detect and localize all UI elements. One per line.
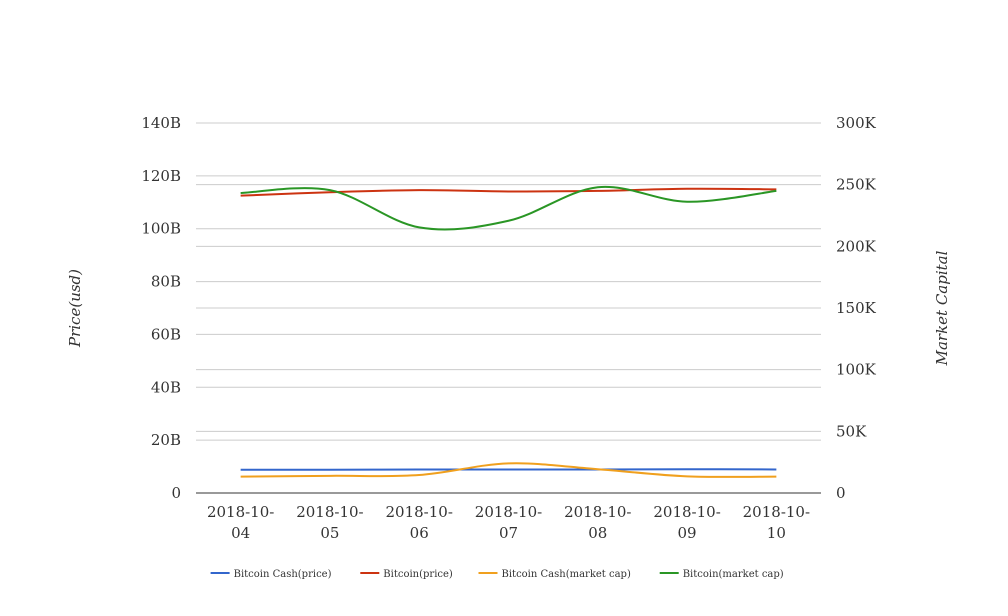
x-tick-label: 09 xyxy=(678,524,697,542)
left-tick-label: 100B xyxy=(141,220,181,238)
series-layer xyxy=(240,185,777,478)
x-tick-label: 07 xyxy=(499,524,518,542)
x-tick-label: 2018-10- xyxy=(475,503,542,521)
legend: Bitcoin Cash(price) Bitcoin(price) Bitcoin… xyxy=(210,569,784,580)
left-tick-label: 80B xyxy=(151,273,181,291)
left-axis-ticks: 0 20B 40B 60B 80B 100B 120B 140B xyxy=(141,114,181,502)
legend-label-bitcoin-market-cap: Bitcoin(market cap) xyxy=(683,569,784,580)
right-tick-label: 0 xyxy=(836,484,846,502)
x-tick-label: 04 xyxy=(231,524,250,542)
x-tick-label: 10 xyxy=(767,524,786,542)
legend-label-bitcoin-price: Bitcoin(price) xyxy=(383,569,453,580)
right-tick-label: 250K xyxy=(836,176,877,194)
x-tick-label: 08 xyxy=(588,524,607,542)
x-tick-label: 2018-10- xyxy=(564,503,631,521)
series-line-bitcoin-cash-price xyxy=(240,468,777,471)
right-axis-title: Market Capital xyxy=(933,250,951,366)
right-axis-ticks: 0 50K 100K 150K 200K 250K 300K xyxy=(836,114,877,502)
right-tick-label: 100K xyxy=(836,361,877,379)
series-line-bitcoin-market-cap xyxy=(240,185,777,231)
x-tick-label: 05 xyxy=(320,524,339,542)
x-axis-ticks: 2018-10- 04 2018-10- 05 2018-10- 06 2018-10- 07… xyxy=(207,503,810,542)
x-tick-label: 2018-10- xyxy=(207,503,274,521)
legend-label-bitcoin-cash-market-cap: Bitcoin Cash(market cap) xyxy=(502,569,631,580)
x-tick-label: 2018-10- xyxy=(653,503,720,521)
right-tick-label: 200K xyxy=(836,237,877,255)
right-gridlines xyxy=(196,122,821,432)
x-tick-label: 2018-10- xyxy=(743,503,810,521)
right-tick-label: 300K xyxy=(836,114,877,132)
x-tick-label: 06 xyxy=(410,524,429,542)
left-tick-label: 60B xyxy=(151,325,181,343)
left-axis-title: Price(usd) xyxy=(66,269,84,348)
right-tick-label: 50K xyxy=(836,422,867,440)
series-line-bitcoin-price xyxy=(240,187,777,197)
left-tick-label: 20B xyxy=(151,431,181,449)
x-tick-label: 2018-10- xyxy=(296,503,363,521)
x-tick-label: 2018-10- xyxy=(386,503,453,521)
right-tick-label: 150K xyxy=(836,299,877,317)
left-tick-label: 120B xyxy=(141,167,181,185)
left-tick-label: 0 xyxy=(171,484,181,502)
legend-label-bitcoin-cash-price: Bitcoin Cash(price) xyxy=(234,569,332,580)
left-tick-label: 140B xyxy=(141,114,181,132)
left-tick-label: 40B xyxy=(151,378,181,396)
series-line-bitcoin-cash-market-cap xyxy=(240,462,777,478)
left-gridlines xyxy=(196,122,821,441)
